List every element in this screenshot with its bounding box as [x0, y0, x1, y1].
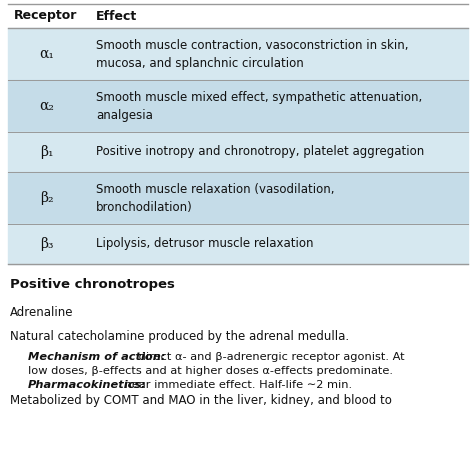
Bar [8, 132, 468, 172]
Text: Adrenaline: Adrenaline [10, 306, 73, 319]
Text: Positive inotropy and chronotropy, platelet aggregation: Positive inotropy and chronotropy, plate… [96, 145, 424, 158]
Text: α₁: α₁ [39, 47, 55, 61]
Text: Lipolysis, detrusor muscle relaxation: Lipolysis, detrusor muscle relaxation [96, 238, 313, 250]
Text: α₂: α₂ [39, 99, 55, 113]
Text: Smooth muscle contraction, vasoconstriction in skin,
mucosa, and splanchnic circ: Smooth muscle contraction, vasoconstrict… [96, 39, 409, 70]
Text: Positive chronotropes: Positive chronotropes [10, 278, 175, 291]
Bar [8, 172, 468, 224]
Text: low doses, β-effects and at higher doses α-effects predominate.: low doses, β-effects and at higher doses… [28, 366, 393, 376]
Text: Mechanism of action:: Mechanism of action: [28, 352, 165, 362]
Text: Receptor: Receptor [14, 10, 77, 23]
Bar [8, 28, 468, 80]
Text: Effect: Effect [96, 10, 137, 23]
Text: β₂: β₂ [40, 191, 54, 205]
Text: near immediate effect. Half-life ∼2 min.: near immediate effect. Half-life ∼2 min. [121, 380, 352, 390]
Text: Metabolized by COMT and MAO in the liver, kidney, and blood to: Metabolized by COMT and MAO in the liver… [10, 394, 392, 407]
Text: β₃: β₃ [40, 237, 54, 251]
Text: Smooth muscle relaxation (vasodilation,
bronchodilation): Smooth muscle relaxation (vasodilation, … [96, 183, 335, 214]
Text: direct α- and β-adrenergic receptor agonist. At: direct α- and β-adrenergic receptor agon… [135, 352, 405, 362]
Text: β₁: β₁ [40, 145, 54, 159]
Bar [8, 224, 468, 264]
Bar [8, 4, 468, 28]
Text: Natural catecholamine produced by the adrenal medulla.: Natural catecholamine produced by the ad… [10, 330, 349, 343]
Text: Smooth muscle mixed effect, sympathetic attenuation,
analgesia: Smooth muscle mixed effect, sympathetic … [96, 91, 422, 122]
Text: Pharmacokinetics:: Pharmacokinetics: [28, 380, 146, 390]
Bar [8, 80, 468, 132]
